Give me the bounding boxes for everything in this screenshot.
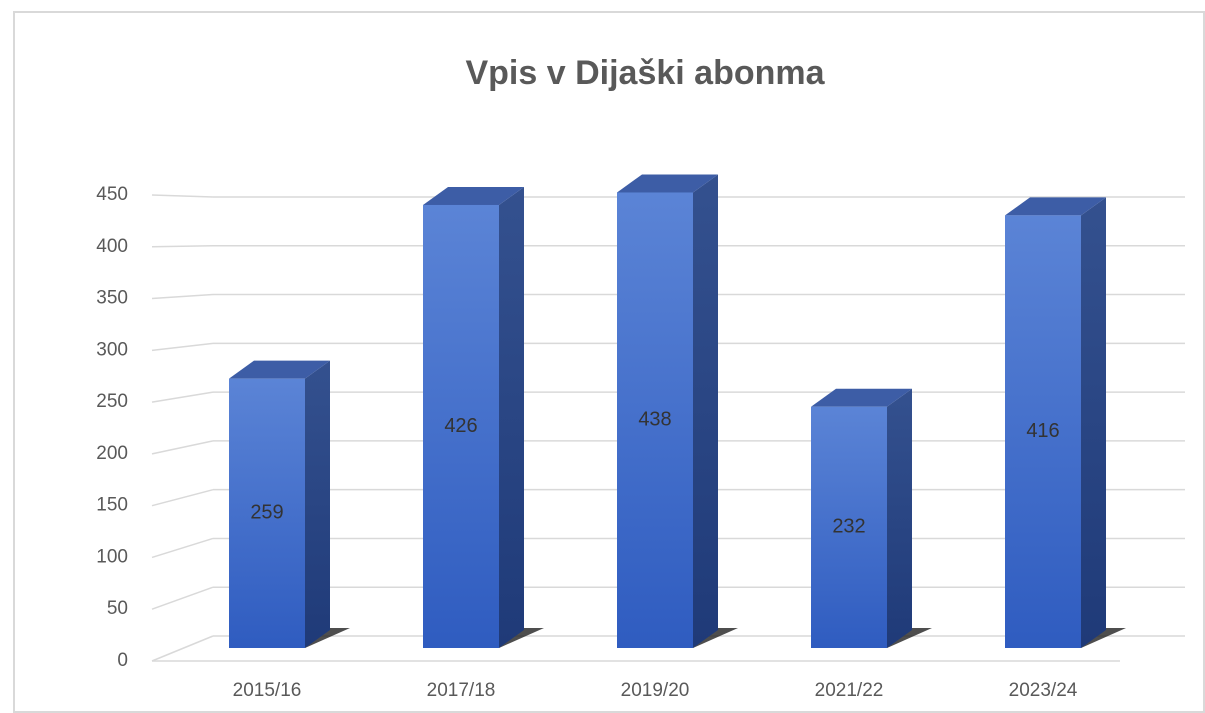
grid-line-diagonal	[151, 586, 214, 610]
data-label: 416	[1026, 420, 1059, 442]
y-tick-label: 200	[96, 443, 128, 464]
y-tick-label: 400	[96, 236, 128, 257]
bar	[811, 406, 887, 648]
y-tick-label: 250	[96, 391, 128, 412]
y-tick-label: 350	[96, 288, 128, 309]
y-tick-label: 100	[96, 546, 128, 567]
grid-line-diagonal	[151, 537, 214, 559]
data-label: 259	[250, 502, 283, 524]
x-tick-label: 2015/16	[233, 680, 302, 701]
grid-line-diagonal	[151, 245, 214, 248]
grid-line-diagonal	[151, 391, 214, 403]
bar	[617, 192, 693, 649]
grid-line-diagonal	[151, 194, 214, 198]
x-tick-label: 2019/20	[621, 680, 690, 701]
grid-line-diagonal	[151, 293, 214, 300]
bar-top	[617, 174, 718, 193]
bar-side	[499, 186, 524, 648]
y-tick-label: 150	[96, 495, 128, 516]
bar-side	[1081, 197, 1106, 649]
bar-top	[1005, 197, 1106, 216]
bar-top	[423, 186, 524, 205]
y-tick-label: 300	[96, 339, 128, 360]
x-tick-label: 2017/18	[427, 680, 496, 701]
bar	[1005, 215, 1081, 649]
grid-line-diagonal	[151, 635, 214, 662]
bar	[423, 204, 499, 648]
grid-line-diagonal	[151, 342, 214, 352]
x-tick-label: 2021/22	[815, 680, 884, 701]
x-tick-label: 2023/24	[1009, 680, 1078, 701]
grid-line-diagonal	[151, 488, 214, 507]
data-label: 438	[638, 409, 671, 431]
bar-top	[229, 360, 330, 379]
y-tick-label: 0	[117, 650, 128, 671]
y-tick-label: 450	[96, 184, 128, 205]
grid-line-diagonal	[151, 440, 214, 455]
bar-side	[887, 388, 912, 648]
bar-side	[305, 360, 330, 648]
bar	[229, 378, 305, 648]
data-label: 232	[832, 516, 865, 538]
y-tick-label: 50	[107, 598, 128, 619]
chart-title: Vpis v Dijaški abonma	[465, 54, 825, 92]
data-label: 426	[444, 415, 477, 437]
bar-side	[693, 174, 718, 649]
bar-top	[811, 388, 912, 407]
frame	[13, 11, 1205, 713]
